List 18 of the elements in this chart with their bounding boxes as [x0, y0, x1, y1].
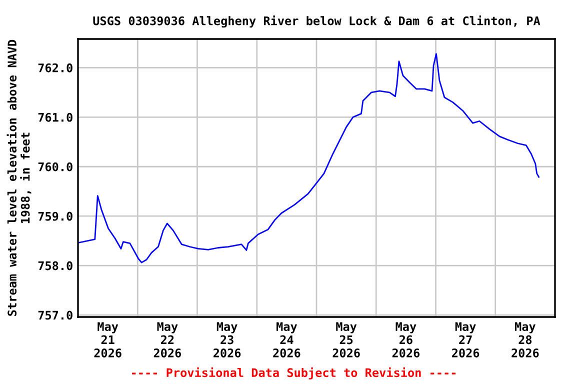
x-tick-label: May 28 2026: [512, 322, 539, 358]
y-tick-label: 760.0: [38, 162, 72, 172]
x-tick-label: May 27 2026: [452, 322, 480, 358]
x-tick-label: May 21 2026: [94, 322, 122, 358]
y-tick-label: 762.0: [38, 63, 72, 72]
x-tick-label: May 23 2026: [214, 322, 241, 358]
y-tick-label: 759.0: [38, 212, 72, 221]
line-series: [78, 53, 540, 264]
x-tick-label: May 26 2026: [392, 322, 420, 358]
text: ---- Provisional Data Subject to Revision ----: [132, 367, 456, 380]
x-tick-label: May 22 2026: [154, 322, 182, 358]
y-tick-label: 758.0: [38, 261, 72, 270]
x-tick-label: May 25 2026: [332, 322, 360, 358]
y-axis-title: Stream water level elevation above NAVD 1988, in feet: [6, 40, 32, 316]
chart-title: USGS 03039036 Allegheny River below Lock & Dam 6 at Clinton, PA: [93, 16, 540, 28]
y-tick-label: 761.0: [38, 112, 72, 122]
x-tick-label: May 24 2026: [273, 322, 300, 358]
y-tick-label: 757.0: [38, 310, 72, 320]
